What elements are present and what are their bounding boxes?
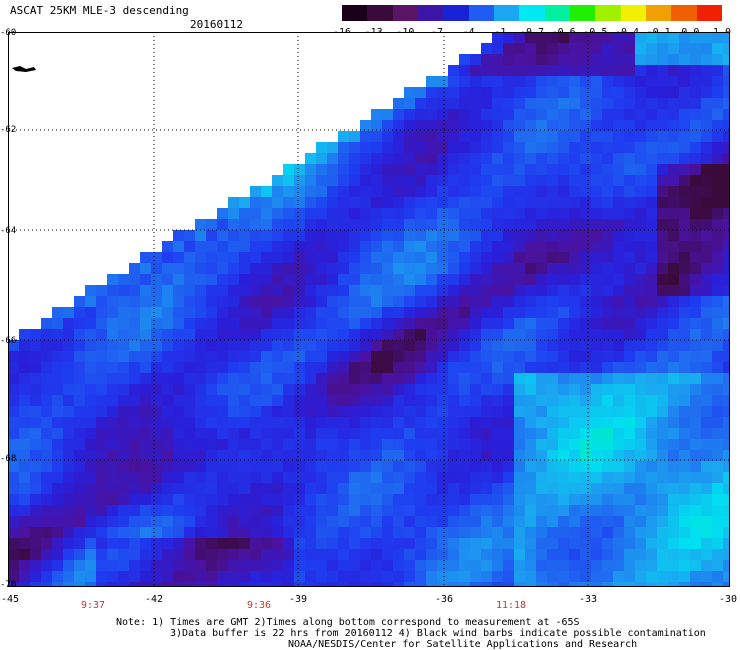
lat-label-60: -60 [0, 28, 17, 38]
time-label-1: 9:37 [80, 600, 106, 611]
colorbar-swatch [544, 5, 570, 21]
colorbar-swatch [468, 5, 494, 21]
plot-frame [8, 32, 730, 587]
colorbar-swatch [595, 5, 621, 21]
colorbar-swatch [671, 5, 697, 21]
colorbar-swatch [493, 5, 520, 21]
island-outline [12, 66, 36, 72]
note-line-3: NOAA/NESDIS/Center for Satellite Applica… [288, 639, 638, 650]
lat-label-64: -64 [0, 226, 17, 236]
colorbar-swatch [620, 5, 646, 21]
colorbar-swatch [443, 5, 469, 21]
lat-label-68: -68 [0, 454, 17, 464]
map-date: 20160112 [190, 18, 243, 31]
colorbar-swatch [342, 5, 368, 21]
note-line-2: 3)Data buffer is 22 hrs from 20160112 4)… [170, 628, 706, 639]
lon-label-39: -39 [288, 594, 308, 605]
lon-label-36: -36 [434, 594, 454, 605]
colorbar-swatch [417, 5, 444, 21]
map-title: ASCAT 25KM MLE-3 descending [10, 4, 189, 17]
lon-label-33: -33 [578, 594, 598, 605]
time-label-2: 9:36 [246, 600, 272, 611]
colorbar-swatch [367, 5, 393, 21]
field-cells [8, 32, 730, 587]
note-line-1: Note: 1) Times are GMT 2)Times along bot… [116, 617, 580, 628]
lon-label-30: -30 [718, 594, 738, 605]
time-label-3: 11:18 [495, 600, 527, 611]
lon-label-42: -42 [144, 594, 164, 605]
colorbar [342, 5, 722, 21]
lat-label-66: -66 [0, 336, 17, 346]
colorbar-swatch [696, 5, 722, 21]
lat-label-62: -62 [0, 125, 17, 135]
colorbar-swatch [645, 5, 672, 21]
map-plot[interactable] [8, 32, 730, 587]
lat-label-70: -70 [0, 580, 17, 590]
mle-field-map [8, 32, 730, 587]
colorbar-swatch [569, 5, 596, 21]
colorbar-swatch [392, 5, 418, 21]
lon-label-45: -45 [0, 594, 20, 605]
colorbar-swatch [519, 5, 545, 21]
